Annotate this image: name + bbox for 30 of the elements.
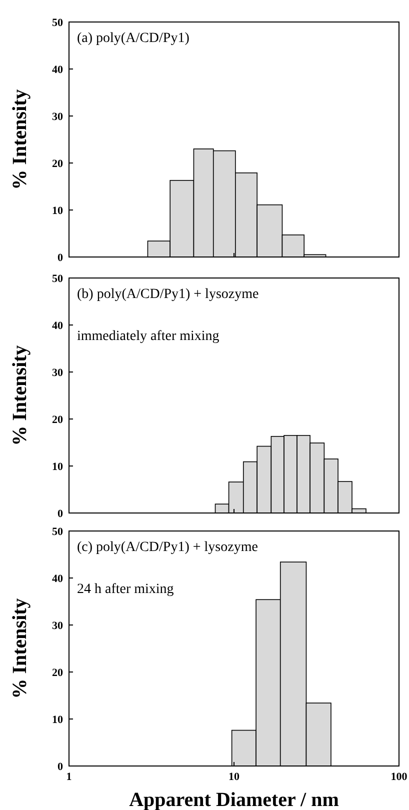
x-tick-label: 100 <box>390 771 408 783</box>
annotation: 24 h after mixing <box>77 582 174 597</box>
y-axis-title: % Intensity <box>9 89 31 190</box>
annotation: (b) poly(A/CD/Py1) + lysozyme <box>77 287 259 302</box>
y-tick-label: 20 <box>52 666 64 679</box>
x-tick-label: 10 <box>228 771 240 783</box>
y-tick-label: 50 <box>52 272 64 285</box>
x-axis-title: Apparent Diameter / nm <box>129 789 340 810</box>
y-tick-label: 50 <box>52 526 64 538</box>
y-tick-label: 30 <box>52 366 64 379</box>
y-tick-label: 0 <box>58 760 64 773</box>
y-tick-label: 30 <box>52 110 64 123</box>
y-tick-label: 0 <box>58 252 64 264</box>
y-tick-label: 0 <box>58 508 64 520</box>
y-tick-label: 10 <box>52 460 64 473</box>
y-tick-label: 40 <box>52 572 64 585</box>
y-tick-label: 30 <box>52 620 64 632</box>
y-axis-title: % Intensity <box>9 598 31 699</box>
y-tick-label: 10 <box>52 204 64 217</box>
y-axis-title: % Intensity <box>9 345 31 446</box>
y-tick-label: 20 <box>52 414 64 426</box>
annotation: immediately after mixing <box>77 329 220 344</box>
x-tick-label: 1 <box>66 771 72 783</box>
y-tick-label: 10 <box>52 714 64 726</box>
annotation: (c) poly(A/CD/Py1) + lysozyme <box>77 540 258 555</box>
y-tick-label: 20 <box>52 158 64 170</box>
annotation: (a) poly(A/CD/Py1) <box>77 31 190 46</box>
y-tick-label: 50 <box>52 16 64 29</box>
y-tick-label: 40 <box>52 320 64 332</box>
y-tick-label: 40 <box>52 64 64 76</box>
